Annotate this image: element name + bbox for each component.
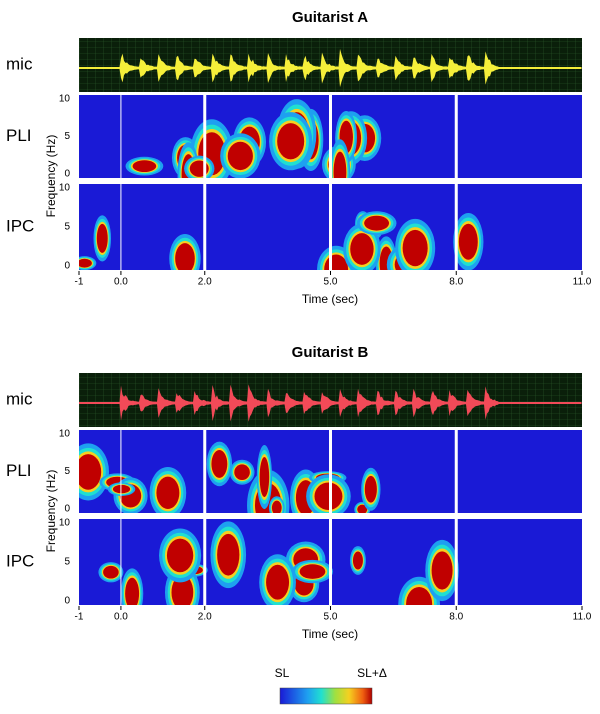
y-axis-label: Frequency (Hz) xyxy=(44,135,58,218)
mic-grid xyxy=(79,373,582,427)
spectrogram-blob xyxy=(333,151,347,178)
x-tick-label: 8.0 xyxy=(449,277,463,288)
y-tick-label: 5 xyxy=(64,557,70,568)
y-tick-label: 10 xyxy=(59,518,71,529)
spectrogram-blob xyxy=(132,160,157,173)
spectrogram-blob xyxy=(458,223,478,260)
row-label: mic xyxy=(6,389,33,408)
spectrogram-blob xyxy=(357,504,368,513)
spectrogram-blob xyxy=(352,551,363,570)
spectrogram-blob xyxy=(431,551,453,590)
spectrogram-blob xyxy=(79,258,92,268)
spectrogram-blob xyxy=(364,475,377,503)
spectrogram-blob xyxy=(103,565,119,579)
spectrogram-blob xyxy=(79,454,102,490)
row-label: PLI xyxy=(6,126,32,145)
spectrogram-blob xyxy=(166,538,194,573)
y-tick-label: 0 xyxy=(64,504,70,515)
x-tick-label: 2.0 xyxy=(198,612,212,623)
colorbar-min-label: SL xyxy=(275,666,290,680)
x-tick-label: 5.0 xyxy=(324,612,338,623)
spectrogram-blob xyxy=(112,484,131,494)
x-tick-label: -1 xyxy=(75,277,84,288)
x-tick-label: 2.0 xyxy=(198,277,212,288)
x-tick-label: 0.0 xyxy=(114,277,128,288)
x-tick-label: 5.0 xyxy=(324,277,338,288)
x-tick-label: 0.0 xyxy=(114,612,128,623)
spectrogram-blobs xyxy=(125,99,382,178)
x-tick-label: 8.0 xyxy=(449,612,463,623)
spectrogram-blobs xyxy=(79,441,381,513)
y-axis-label: Frequency (Hz) xyxy=(44,470,58,553)
spectrogram-blobs xyxy=(79,211,484,270)
spectrogram-blob xyxy=(259,457,270,498)
spectrogram-blob xyxy=(402,229,428,267)
x-axis-label: Time (sec) xyxy=(302,292,358,306)
spectrogram-blob xyxy=(171,574,194,605)
spectrogram-blob xyxy=(96,223,108,253)
spectrogram-blob xyxy=(234,464,250,481)
spectrogram-blob xyxy=(271,500,282,513)
chart-title: Guitarist B xyxy=(292,344,369,361)
y-tick-label: 5 xyxy=(64,466,70,477)
mic-grid xyxy=(79,38,582,92)
spectrogram-blob xyxy=(299,564,326,579)
y-tick-label: 0 xyxy=(64,596,70,607)
mic-waveform xyxy=(79,384,582,422)
spectrogram-blob xyxy=(266,564,290,600)
spectrogram-blobs xyxy=(98,521,459,605)
spectrogram-blob xyxy=(211,450,228,478)
spectrogram-blob xyxy=(314,482,343,510)
spectrogram-blob xyxy=(277,123,305,160)
row-label: mic xyxy=(6,54,33,73)
y-tick-label: 0 xyxy=(64,169,70,180)
x-tick-label: 11.0 xyxy=(573,612,592,623)
spectrogram-blob xyxy=(156,476,180,509)
y-tick-label: 0 xyxy=(64,261,70,272)
mic-waveform xyxy=(79,48,582,88)
y-tick-label: 5 xyxy=(64,222,70,233)
x-axis-label: Time (sec) xyxy=(302,627,358,641)
row-label: PLI xyxy=(6,461,32,480)
row-label: IPC xyxy=(6,216,34,235)
colorbar-max-label: SL+Δ xyxy=(357,666,387,680)
x-tick-label: 11.0 xyxy=(573,277,592,288)
spectrogram-blob xyxy=(217,533,240,576)
chart-title: Guitarist A xyxy=(292,9,368,26)
spectrogram-blob xyxy=(227,141,253,171)
spectrogram-blob xyxy=(175,243,195,270)
y-tick-label: 10 xyxy=(59,429,71,440)
spectrogram-blob xyxy=(406,586,433,605)
colorbar xyxy=(279,687,373,705)
x-tick-label: -1 xyxy=(75,612,84,623)
y-tick-label: 5 xyxy=(64,131,70,142)
spectrogram-blob xyxy=(364,215,390,231)
y-tick-label: 10 xyxy=(59,94,71,105)
y-tick-label: 10 xyxy=(59,183,71,194)
row-label: IPC xyxy=(6,551,34,570)
spectrogram-blob xyxy=(350,233,374,265)
spectrogram-blob xyxy=(125,577,140,605)
